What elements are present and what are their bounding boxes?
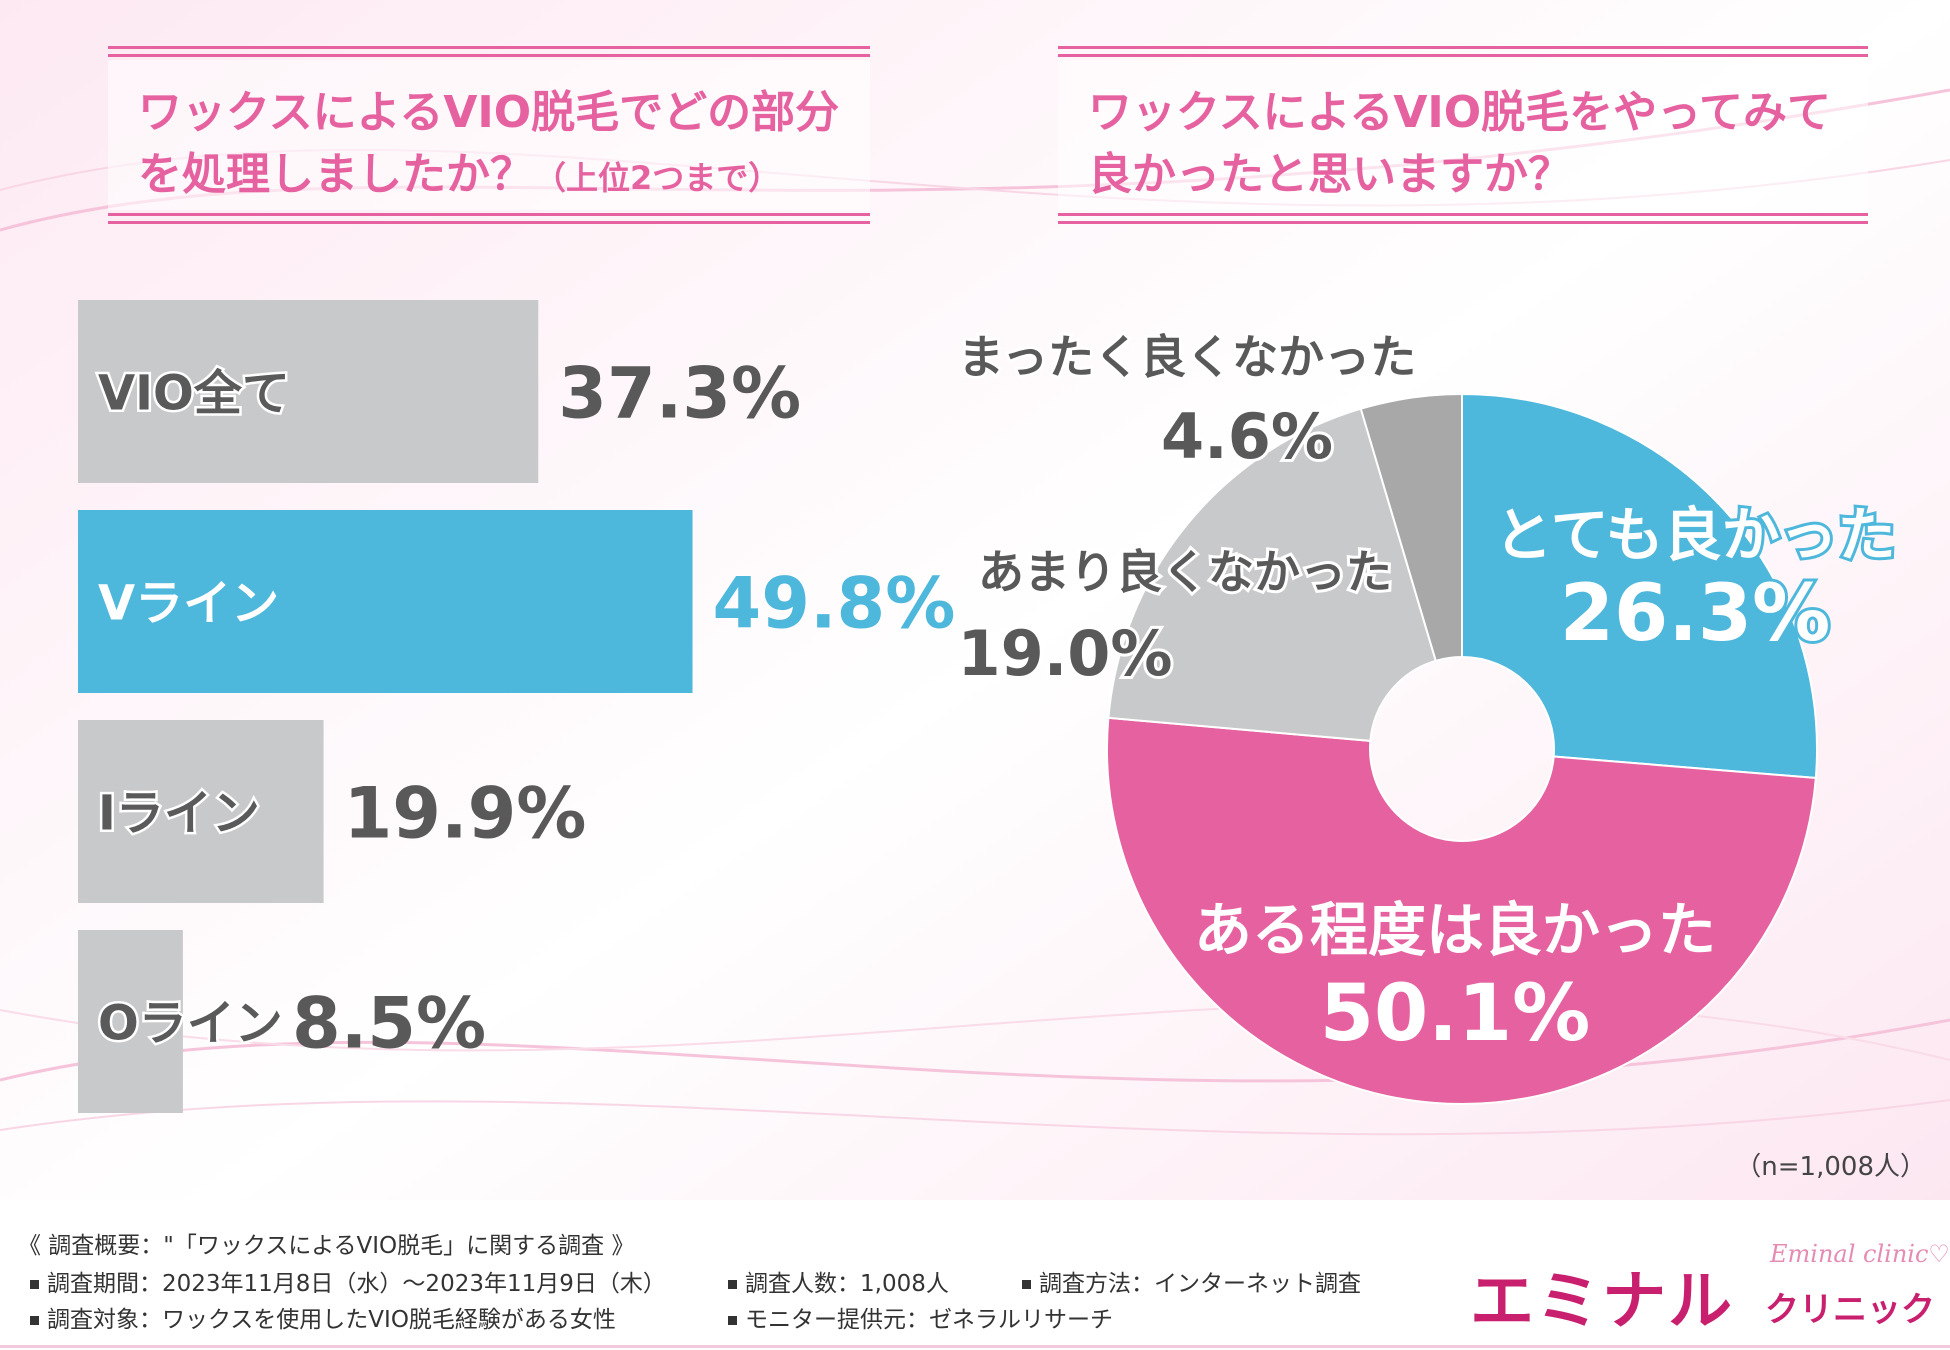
donut-value-label-1: 26.3% — [1560, 569, 1831, 659]
survey-heading: 《 調査概要："「ワックスによるVIO脱毛」に関する調査 》 — [18, 1233, 635, 1259]
survey-method: 調査方法：インターネット調査 — [1022, 1264, 1361, 1298]
donut-category-label-3: あまり良くなかった — [978, 545, 1392, 599]
sample-size-note: （n=1,008人） — [1735, 1152, 1926, 1182]
bar-1 — [78, 300, 539, 483]
bar-value-label-4: 8.5% — [292, 983, 486, 1065]
donut-slice-3 — [1107, 407, 1438, 743]
left-title-line2: を処理しましたか？ — [138, 149, 534, 200]
survey-respondents: 調査人数：1,008人 — [728, 1264, 949, 1298]
bar-value-label-3: 19.9% — [344, 773, 587, 855]
donut-slice-4 — [1359, 392, 1463, 663]
donut-value-label-2: 50.1% — [1320, 969, 1591, 1059]
bar-category-label-4: Oライン — [98, 996, 283, 1052]
bar-category-label-3: Iライン — [98, 786, 260, 842]
donut-category-label-2: ある程度は良かった — [1194, 896, 1716, 964]
bar-4 — [78, 930, 183, 1113]
logo-main-text: エミナル — [1470, 1264, 1734, 1339]
bar-category-label-1: VIO全て — [98, 366, 290, 422]
survey-period: 調査期間：2023年11月8日（水）～2023年11月9日（木） — [30, 1264, 666, 1298]
logo-sub-text: クリニック — [1765, 1290, 1935, 1330]
logo-script-text: Eminal clinic♡ — [1770, 1240, 1950, 1268]
donut-slice-2 — [1107, 718, 1816, 1104]
right-title-line1: ワックスによるVIO脱毛をやってみて — [1088, 87, 1831, 138]
left-chart-title-box: ワックスによるVIO脱毛でどの部分 を処理しましたか？（上位2つまで） — [108, 46, 870, 224]
donut-value-label-4: 4.6% — [1161, 400, 1333, 473]
bar-value-label-1: 37.3% — [558, 353, 801, 435]
left-title-subnote: （上位2つまで） — [534, 159, 781, 197]
bar-3 — [78, 720, 324, 903]
bar-2 — [78, 510, 693, 693]
donut-value-label-3: 19.0% — [957, 617, 1172, 690]
right-title-line2: 良かったと思いますか？ — [1088, 149, 1572, 200]
clinic-logo: Eminal clinic♡ エミナル クリニック — [1470, 1240, 1950, 1340]
left-chart-title: ワックスによるVIO脱毛でどの部分 を処理しましたか？（上位2つまで） — [138, 82, 860, 209]
survey-target: 調査対象：ワックスを使用したVIO脱毛経験がある女性 — [30, 1300, 616, 1334]
right-chart-title: ワックスによるVIO脱毛をやってみて 良かったと思いますか？ — [1088, 82, 1858, 206]
right-chart-title-box: ワックスによるVIO脱毛をやってみて 良かったと思いますか？ — [1058, 46, 1868, 224]
survey-footer: 《 調査概要："「ワックスによるVIO脱毛」に関する調査 》 調査期間：2023… — [0, 1200, 1950, 1350]
donut-slice-1 — [1461, 392, 1818, 780]
left-title-line1: ワックスによるVIO脱毛でどの部分 — [138, 87, 840, 138]
bar-value-label-2: 49.8% — [713, 563, 956, 645]
bar-chart: VIO全て 37.3% Vライン 49.8% Iライン 19.9% Oライン 8.5% — [78, 300, 956, 1113]
survey-provider: モニター提供元：ゼネラルリサーチ — [728, 1300, 1113, 1334]
donut-category-label-1: とても良かった — [1494, 501, 1895, 569]
bar-category-label-2: Vライン — [98, 576, 279, 632]
donut-category-label-4: まったく良くなかった — [958, 330, 1416, 384]
